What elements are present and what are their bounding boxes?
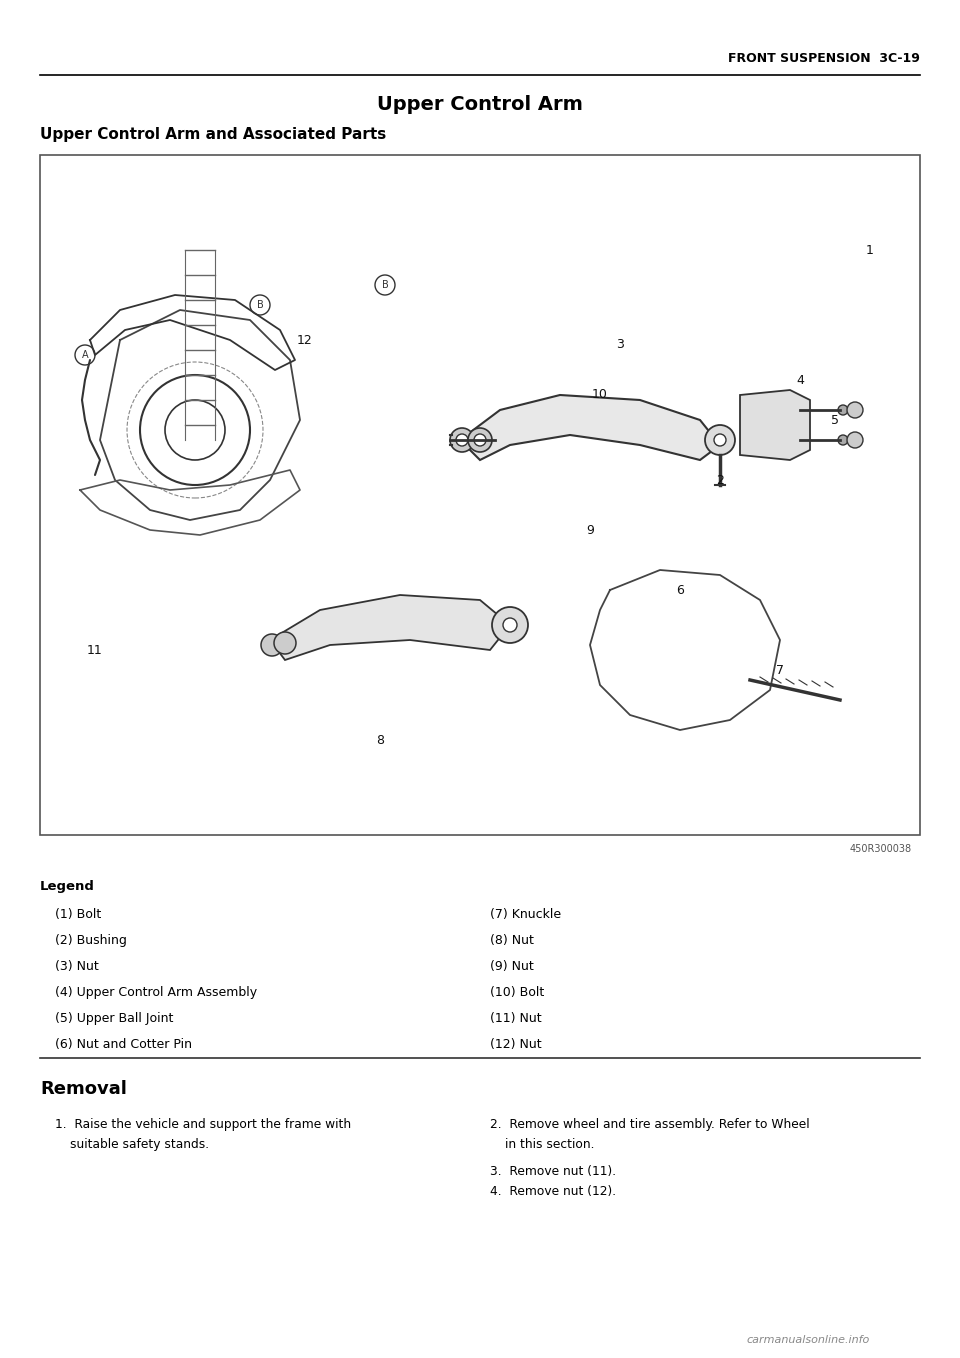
Text: 9: 9 [586,523,594,536]
Text: 1.  Raise the vehicle and support the frame with: 1. Raise the vehicle and support the fra… [55,1118,351,1131]
Text: 8: 8 [376,733,384,747]
Text: (8) Nut: (8) Nut [490,934,534,947]
Text: FRONT SUSPENSION  3C-19: FRONT SUSPENSION 3C-19 [728,52,920,64]
Circle shape [838,405,848,416]
Circle shape [847,402,863,418]
Text: 3: 3 [616,338,624,352]
Text: 7: 7 [776,664,784,676]
Circle shape [468,428,492,452]
Circle shape [261,634,283,656]
Text: (9) Nut: (9) Nut [490,960,534,972]
Text: 5: 5 [831,413,839,426]
Polygon shape [460,395,720,460]
Circle shape [492,607,528,642]
Text: 4: 4 [796,373,804,387]
Circle shape [450,428,474,452]
Text: (1) Bolt: (1) Bolt [55,909,101,921]
Circle shape [714,435,726,445]
Text: (11) Nut: (11) Nut [490,1012,541,1025]
Circle shape [456,435,468,445]
Text: 2: 2 [716,474,724,486]
Text: Legend: Legend [40,880,95,894]
Text: (12) Nut: (12) Nut [490,1038,541,1051]
Polygon shape [270,595,510,660]
Text: 450R300038: 450R300038 [850,845,912,854]
Text: (4) Upper Control Arm Assembly: (4) Upper Control Arm Assembly [55,986,257,999]
Text: A: A [82,350,88,360]
Text: 3.  Remove nut (11).: 3. Remove nut (11). [490,1165,616,1177]
Text: 6: 6 [676,584,684,596]
Circle shape [474,435,486,445]
Text: (7) Knuckle: (7) Knuckle [490,909,562,921]
FancyBboxPatch shape [40,155,920,835]
Text: 10: 10 [592,388,608,402]
Circle shape [847,432,863,448]
Text: Removal: Removal [40,1080,127,1099]
Text: 1: 1 [866,243,874,257]
Circle shape [274,631,296,655]
Text: suitable safety stands.: suitable safety stands. [70,1138,209,1152]
Text: (5) Upper Ball Joint: (5) Upper Ball Joint [55,1012,174,1025]
Text: in this section.: in this section. [505,1138,594,1152]
Text: B: B [382,280,389,291]
Text: (10) Bolt: (10) Bolt [490,986,544,999]
Text: (3) Nut: (3) Nut [55,960,99,972]
Circle shape [838,435,848,445]
Text: Upper Control Arm: Upper Control Arm [377,95,583,114]
Circle shape [503,618,517,631]
Text: carmanualsonline.info: carmanualsonline.info [747,1335,870,1344]
Text: 2.  Remove wheel and tire assembly. Refer to Wheel: 2. Remove wheel and tire assembly. Refer… [490,1118,809,1131]
Polygon shape [740,390,810,460]
Text: 12: 12 [298,334,313,346]
Circle shape [705,425,735,455]
Text: (2) Bushing: (2) Bushing [55,934,127,947]
Text: Upper Control Arm and Associated Parts: Upper Control Arm and Associated Parts [40,128,386,143]
Text: 11: 11 [87,644,103,656]
Text: 4.  Remove nut (12).: 4. Remove nut (12). [490,1186,616,1198]
Text: B: B [256,300,263,310]
Text: (6) Nut and Cotter Pin: (6) Nut and Cotter Pin [55,1038,192,1051]
